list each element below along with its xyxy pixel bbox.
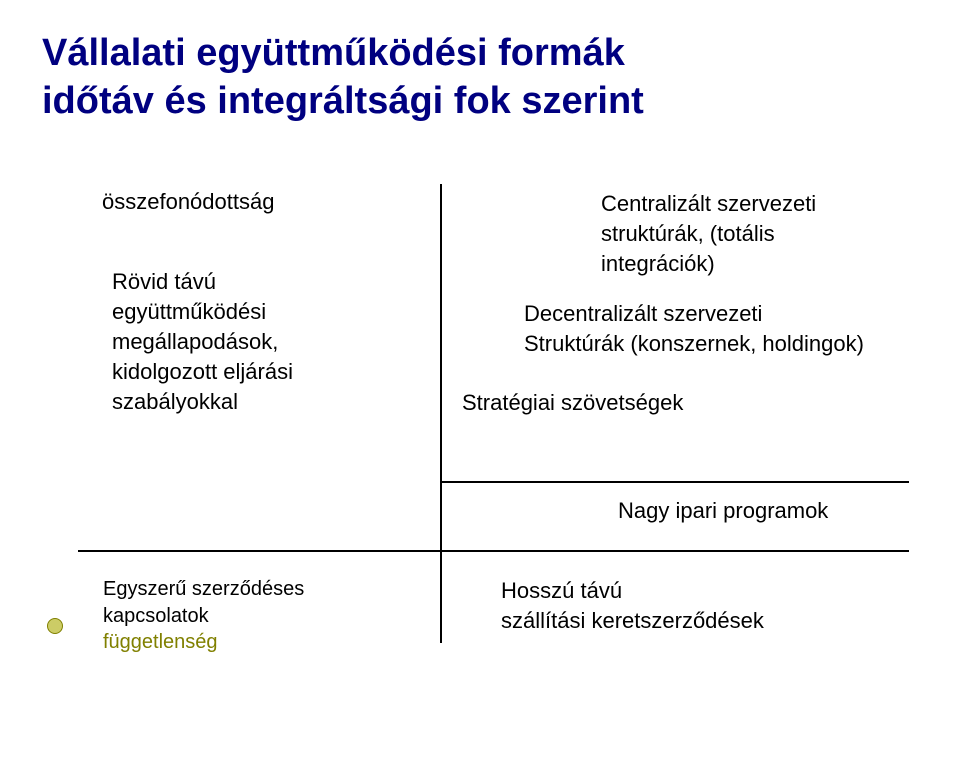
label-egyszeru-szerzodeses: Egyszerű szerződéses kapcsolatok xyxy=(103,576,304,630)
label-decentralizalt: Decentralizált szervezeti Struktúrák (ko… xyxy=(524,299,864,359)
label-nagy-ipari-programok: Nagy ipari programok xyxy=(618,498,828,524)
label-centralizalt: Centralizált szervezeti struktúrák, (tot… xyxy=(601,189,816,279)
slide-title-line1: Vállalati együttműködési formák xyxy=(42,32,625,75)
label-strategiai-szovetsegek: Stratégiai szövetségek xyxy=(462,390,683,416)
label-hosszu-tavu: Hosszú távú szállítási keretszerződések xyxy=(501,576,764,636)
slide-title-line2: időtáv és integráltsági fok szerint xyxy=(42,80,644,123)
diagram-hline-middle xyxy=(440,481,909,483)
diagram-vline xyxy=(440,184,442,643)
bullet-dot-icon xyxy=(47,618,63,634)
axis-label-osszefonodottsag: összefonódottság xyxy=(102,189,274,215)
slide: Vállalati együttműködési formák időtáv é… xyxy=(0,0,960,765)
axis-label-fuggetlenseg: függetlenség xyxy=(103,631,218,654)
label-rovid-tavu: Rövid távú együttműködési megállapodások… xyxy=(112,267,293,417)
diagram-hline-bottom xyxy=(78,550,909,552)
